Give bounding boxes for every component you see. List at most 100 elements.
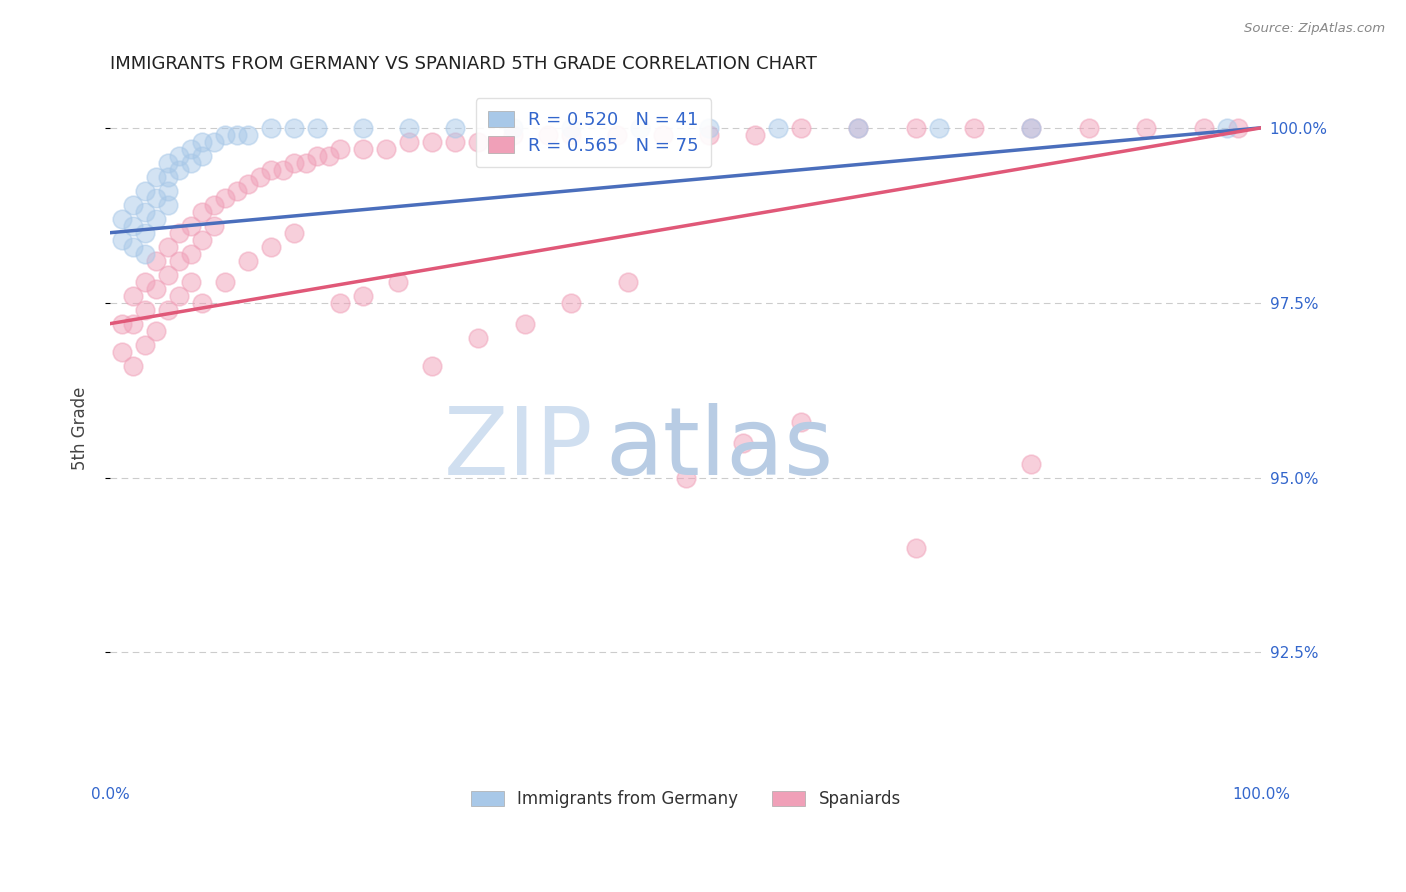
Point [1019, 120, 1042, 135]
Point [134, 275, 156, 289]
Point [145, 253, 167, 268]
Point [156, 268, 179, 282]
Point [167, 288, 190, 302]
Point [214, 275, 236, 289]
Point [238, 177, 260, 191]
Point [156, 184, 179, 198]
Point [502, 128, 524, 142]
Point [560, 128, 582, 142]
Point [145, 282, 167, 296]
Point [202, 135, 225, 149]
Point [283, 155, 305, 169]
Point [134, 302, 156, 317]
Point [283, 120, 305, 135]
Text: IMMIGRANTS FROM GERMANY VS SPANIARD 5TH GRADE CORRELATION CHART: IMMIGRANTS FROM GERMANY VS SPANIARD 5TH … [110, 55, 817, 73]
Point [398, 120, 420, 135]
Point [375, 142, 398, 156]
Point [145, 169, 167, 184]
Point [352, 288, 374, 302]
Point [260, 240, 283, 254]
Point [1192, 120, 1215, 135]
Point [628, 120, 651, 135]
Point [167, 226, 190, 240]
Text: Source: ZipAtlas.com: Source: ZipAtlas.com [1244, 22, 1385, 36]
Point [766, 120, 789, 135]
Point [145, 324, 167, 338]
Point [283, 226, 305, 240]
Point [790, 120, 813, 135]
Point [191, 135, 214, 149]
Point [202, 198, 225, 212]
Point [560, 120, 582, 135]
Point [238, 253, 260, 268]
Point [134, 204, 156, 219]
Point [191, 149, 214, 163]
Point [733, 435, 755, 450]
Point [110, 317, 132, 331]
Point [848, 120, 870, 135]
Point [352, 142, 374, 156]
Point [122, 288, 145, 302]
Point [422, 135, 444, 149]
Point [122, 198, 145, 212]
Point [1077, 120, 1099, 135]
Point [180, 219, 202, 233]
Point [191, 204, 214, 219]
Point [145, 211, 167, 226]
Point [191, 233, 214, 247]
Point [156, 198, 179, 212]
Point [134, 184, 156, 198]
Point [191, 295, 214, 310]
Point [249, 169, 271, 184]
Point [904, 541, 927, 555]
Point [329, 295, 352, 310]
Point [536, 128, 558, 142]
Point [1216, 120, 1239, 135]
Point [225, 184, 247, 198]
Point [1135, 120, 1157, 135]
Point [697, 128, 720, 142]
Point [444, 120, 467, 135]
Point [145, 191, 167, 205]
Point [156, 155, 179, 169]
Point [225, 128, 247, 142]
Point [180, 155, 202, 169]
Point [790, 415, 813, 429]
Point [122, 240, 145, 254]
Point [271, 162, 294, 177]
Point [110, 233, 132, 247]
Point [617, 275, 640, 289]
Point [697, 120, 720, 135]
Point [467, 331, 489, 345]
Point [134, 226, 156, 240]
Point [202, 219, 225, 233]
Point [214, 128, 236, 142]
Point [352, 120, 374, 135]
Point [156, 240, 179, 254]
Point [122, 359, 145, 373]
Point [180, 142, 202, 156]
Point [1019, 457, 1042, 471]
Point [962, 120, 984, 135]
Legend: Immigrants from Germany, Spaniards: Immigrants from Germany, Spaniards [464, 783, 907, 814]
Point [444, 135, 467, 149]
Point [651, 128, 673, 142]
Text: ZIP: ZIP [444, 403, 593, 495]
Point [848, 120, 870, 135]
Text: atlas: atlas [605, 403, 834, 495]
Point [156, 302, 179, 317]
Point [110, 211, 132, 226]
Point [238, 128, 260, 142]
Point [422, 359, 444, 373]
Y-axis label: 5th Grade: 5th Grade [72, 387, 89, 470]
Point [167, 253, 190, 268]
Point [318, 149, 340, 163]
Point [122, 317, 145, 331]
Point [329, 142, 352, 156]
Point [180, 275, 202, 289]
Point [260, 120, 283, 135]
Point [260, 162, 283, 177]
Point [214, 191, 236, 205]
Point [167, 162, 190, 177]
Point [307, 149, 329, 163]
